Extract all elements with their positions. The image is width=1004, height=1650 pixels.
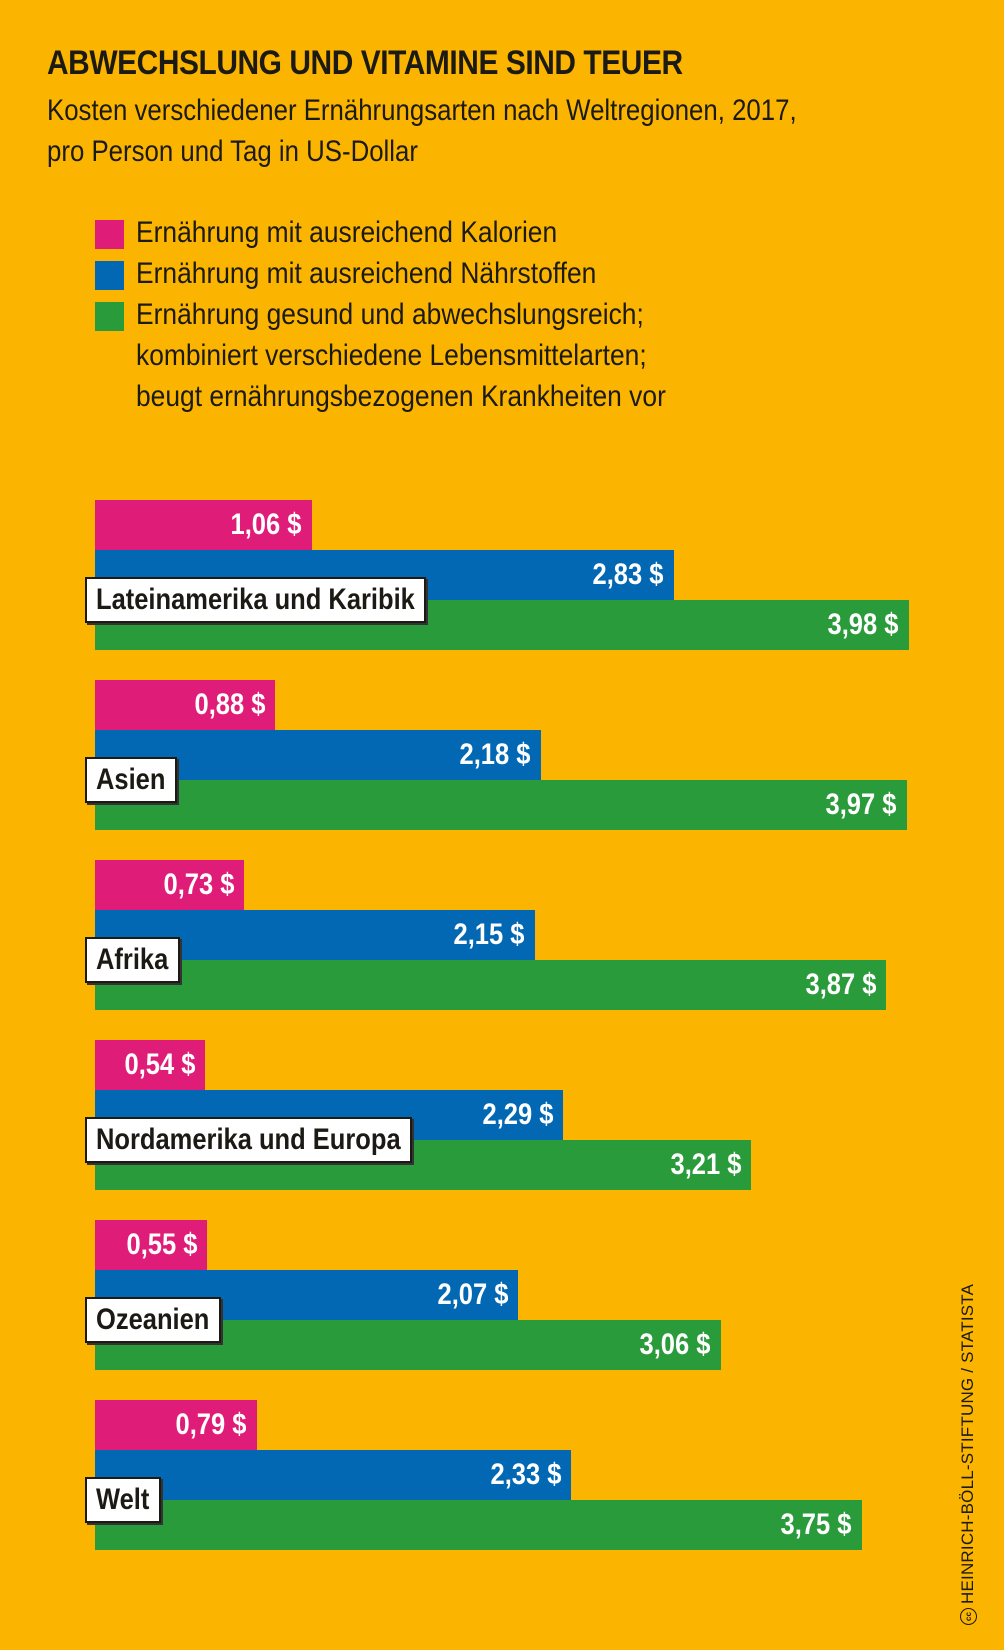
category-label: Asien (85, 757, 177, 803)
legend-item-calories: Ernährung mit ausreichend Kalorien (95, 212, 738, 253)
bar-value-label: 2,33 $ (490, 1458, 562, 1491)
legend-label: Ernährung mit ausreichend Nährstoffen (136, 257, 597, 290)
bar-healthy: 3,97 $ (95, 780, 907, 830)
subtitle-line: Kosten verschiedener Ernährungsarten nac… (47, 94, 797, 127)
bar-value-label: 3,98 $ (827, 608, 899, 641)
category-label-text: Afrika (96, 943, 169, 976)
bar-calories: 1,06 $ (95, 500, 312, 550)
legend-label: Ernährung mit ausreichend Kalorien (136, 216, 558, 249)
legend-item-healthy: Ernährung gesund und abwechslungsreich; … (95, 294, 738, 417)
bar-nutrients: 2,33 $ (95, 1450, 572, 1500)
bar-value-label: 0,55 $ (126, 1228, 198, 1261)
category-label: Afrika (85, 937, 180, 983)
bar-value-label: 0,88 $ (194, 688, 265, 721)
category-label: Lateinamerika und Karibik (85, 577, 426, 623)
legend: Ernährung mit ausreichend Kalorien Ernäh… (95, 212, 738, 417)
category-label-text: Lateinamerika und Karibik (96, 583, 415, 616)
category-label: Ozeanien (85, 1297, 221, 1343)
bar-value-label: 2,18 $ (459, 738, 531, 771)
bar-calories: 0,88 $ (95, 680, 275, 730)
category-label-text: Asien (96, 763, 166, 796)
bar-value-label: 0,54 $ (124, 1048, 196, 1081)
bar-calories: 0,79 $ (95, 1400, 257, 1450)
bar-value-label: 1,06 $ (230, 508, 302, 541)
legend-item-nutrients: Ernährung mit ausreichend Nährstoffen (95, 253, 738, 294)
bar-value-label: 2,15 $ (453, 918, 525, 951)
legend-swatch-nutrients (95, 261, 124, 290)
source-credit: cc HEINRICH-BÖLL-STIFTUNG / STATISTA (958, 1284, 978, 1625)
chart-subtitle: Kosten verschiedener Ernährungsarten nac… (47, 90, 797, 172)
bar-value-label: 2,29 $ (482, 1098, 554, 1131)
chart-title: ABWECHSLUNG UND VITAMINE SIND TEUER (47, 44, 683, 82)
legend-swatch-healthy (95, 302, 124, 331)
bar-value-label: 3,87 $ (805, 968, 877, 1001)
bar-value-label: 3,06 $ (639, 1328, 711, 1361)
legend-label: Ernährung gesund und abwechslungsreich; (136, 298, 644, 331)
bar-value-label: 3,75 $ (780, 1508, 852, 1541)
bar-healthy: 3,75 $ (95, 1500, 862, 1550)
bar-calories: 0,55 $ (95, 1220, 208, 1270)
credit-text: HEINRICH-BÖLL-STIFTUNG / STATISTA (958, 1283, 977, 1604)
bar-calories: 0,54 $ (95, 1040, 206, 1090)
subtitle-line: pro Person und Tag in US-Dollar (47, 135, 418, 168)
creative-commons-icon: cc (960, 1608, 978, 1625)
bar-value-label: 0,79 $ (175, 1408, 247, 1441)
category-label-text: Welt (96, 1483, 150, 1516)
bar-value-label: 3,97 $ (825, 788, 897, 821)
legend-swatch-calories (95, 220, 124, 249)
category-label-text: Ozeanien (96, 1303, 210, 1336)
category-label-text: Nordamerika und Europa (96, 1123, 401, 1156)
bar-value-label: 2,07 $ (437, 1278, 509, 1311)
bar-value-label: 3,21 $ (670, 1148, 742, 1181)
bar-value-label: 2,83 $ (592, 558, 664, 591)
category-label: Welt (85, 1477, 161, 1523)
bar-healthy: 3,87 $ (95, 960, 887, 1010)
bar-value-label: 0,73 $ (163, 868, 235, 901)
legend-label: beugt ernährungsbezogenen Krankheiten vo… (136, 380, 666, 413)
category-label: Nordamerika und Europa (85, 1117, 412, 1163)
bar-calories: 0,73 $ (95, 860, 245, 910)
legend-label: kombiniert verschiedene Lebensmittelarte… (136, 339, 647, 372)
